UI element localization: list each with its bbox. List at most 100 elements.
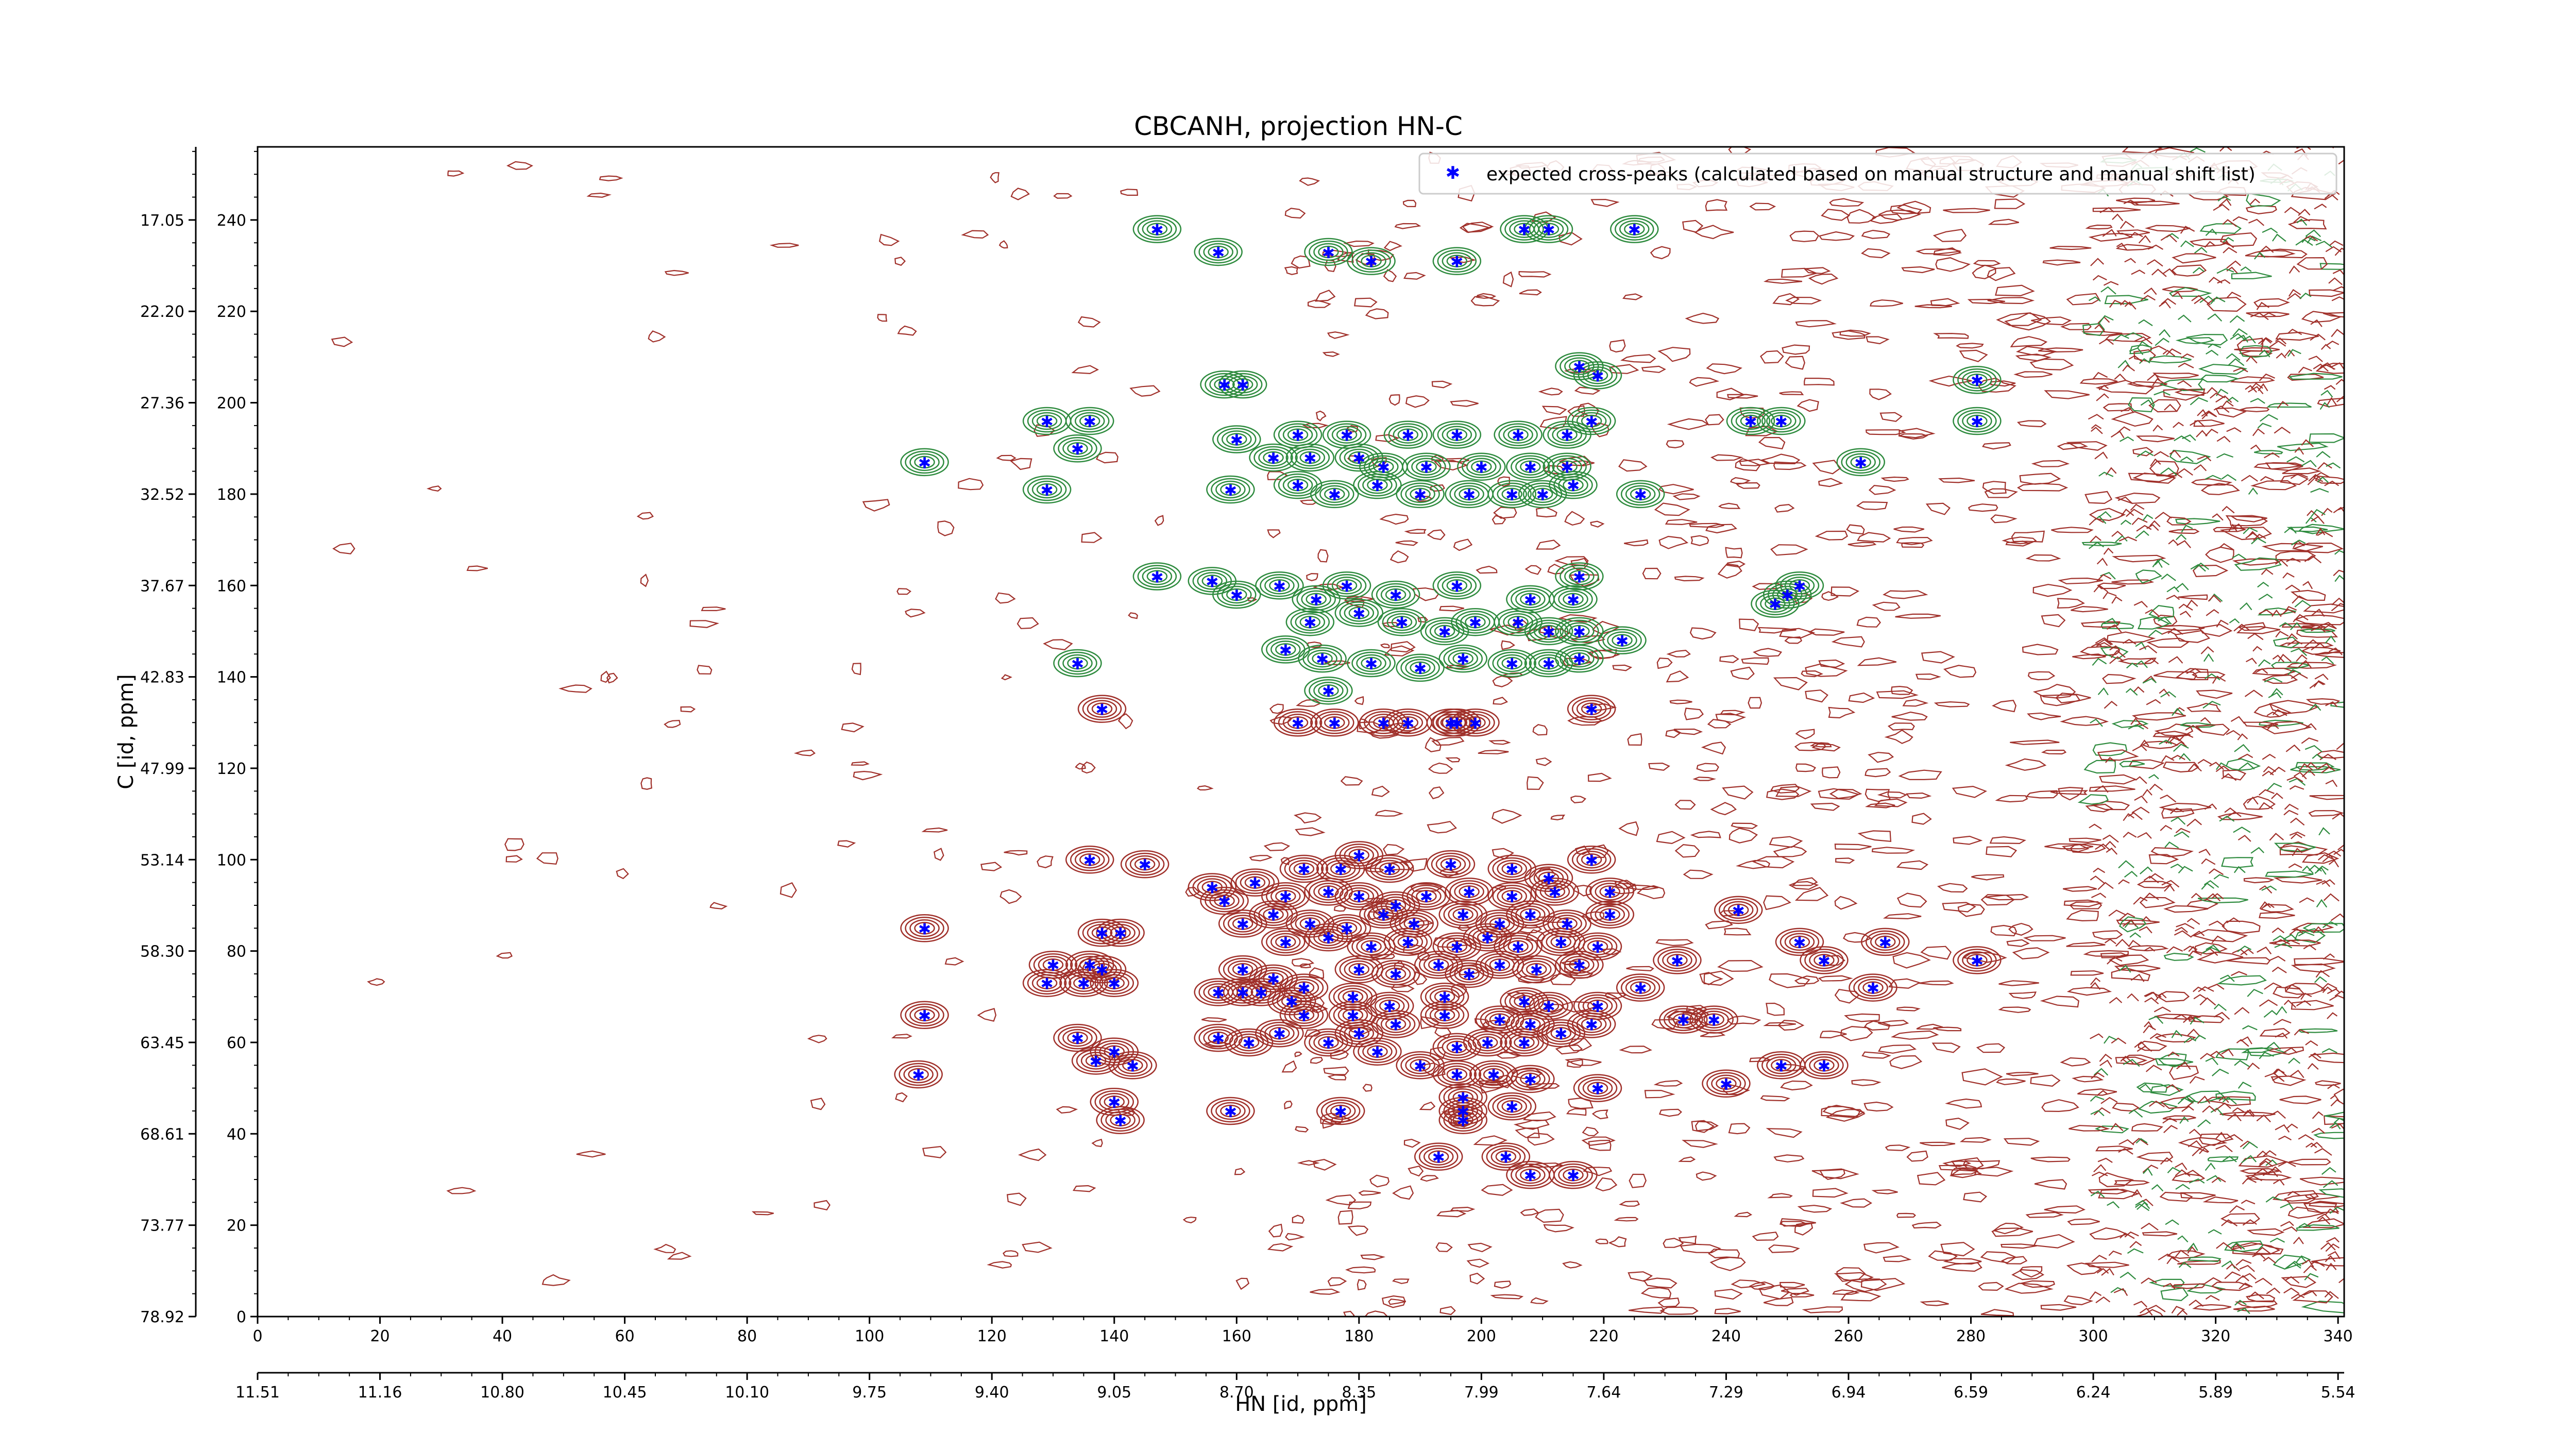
noise-contour xyxy=(2280,474,2309,485)
peak-contour xyxy=(1289,860,1319,878)
noise-contour xyxy=(1053,193,1073,199)
peak-contour xyxy=(1260,1021,1299,1045)
noise-contour xyxy=(2305,1040,2318,1047)
noise-contour xyxy=(2116,426,2131,434)
noise-contour xyxy=(2261,568,2274,575)
noise-contour xyxy=(2166,946,2183,954)
noise-contour xyxy=(1532,211,1556,224)
noise-contour xyxy=(1667,418,1709,430)
noise-contour xyxy=(1811,743,1841,752)
x-tick-label: 20 xyxy=(370,1327,389,1345)
peak-contour xyxy=(1232,986,1253,999)
noise-contour xyxy=(2208,595,2222,603)
peak-contour xyxy=(1578,1076,1618,1100)
noise-contour xyxy=(446,1187,477,1194)
noise-contour xyxy=(2044,1205,2086,1214)
noise-contour xyxy=(2136,435,2175,443)
noise-contour xyxy=(2160,795,2177,803)
noise-contour xyxy=(1987,267,2016,281)
peak-contour xyxy=(1454,485,1484,503)
noise-contour xyxy=(2196,430,2208,437)
peak-contour xyxy=(1595,905,1625,923)
noise-contour xyxy=(2228,524,2238,532)
noise-contour xyxy=(586,192,612,198)
noise-contour xyxy=(2268,692,2282,699)
noise-contour xyxy=(2010,739,2060,745)
noise-contour xyxy=(2217,195,2231,201)
peak-contour xyxy=(1553,587,1593,611)
expected-peak-marker: ✱ xyxy=(1818,952,1831,970)
peak-contour xyxy=(900,448,949,477)
noise-contour xyxy=(1828,706,1856,719)
noise-contour-layer xyxy=(331,147,2344,1317)
noise-contour xyxy=(2111,967,2151,981)
noise-contour xyxy=(2187,1256,2222,1262)
noise-contour xyxy=(2090,427,2103,434)
ppm-y-tick-label: 63.45 xyxy=(140,1034,184,1052)
noise-contour xyxy=(2316,451,2331,458)
noise-contour xyxy=(2109,997,2123,1004)
expected-peak-marker: ✱ xyxy=(1291,427,1304,445)
peak-contour xyxy=(1599,908,1621,921)
noise-contour xyxy=(1678,1235,1697,1244)
expected-peak-marker: ✱ xyxy=(1450,578,1463,596)
noise-contour xyxy=(1643,1277,1677,1289)
noise-contour xyxy=(2190,397,2208,406)
expected-peak-marker: ✱ xyxy=(1512,427,1524,445)
noise-contour xyxy=(2243,877,2275,884)
peak-contour xyxy=(1434,990,1455,1003)
noise-contour xyxy=(1834,989,1860,1004)
peak-contour xyxy=(1442,252,1472,270)
expected-peak-marker: ✱ xyxy=(1603,907,1616,925)
peak-contour xyxy=(1334,955,1384,984)
peak-contour xyxy=(1595,883,1625,901)
expected-peak-marker: ✱ xyxy=(1524,1167,1537,1185)
noise-contour xyxy=(2060,1057,2091,1067)
noise-contour xyxy=(2242,1177,2257,1185)
peak-contour xyxy=(1567,846,1616,874)
expected-peak-marker: ✱ xyxy=(1395,614,1408,632)
noise-contour xyxy=(1535,757,1552,766)
peak-contour xyxy=(1555,950,1604,979)
noise-contour xyxy=(2192,1148,2209,1156)
noise-contour xyxy=(2237,733,2248,740)
noise-contour xyxy=(2212,513,2224,521)
noise-contour xyxy=(2286,662,2337,669)
noise-contour xyxy=(2293,614,2309,622)
noise-contour xyxy=(2071,605,2108,613)
noise-contour xyxy=(2292,542,2344,553)
noise-contour xyxy=(2060,323,2092,330)
noise-contour xyxy=(1383,645,1415,656)
noise-contour xyxy=(1710,802,1737,816)
ppm-y-tick-label: 17.05 xyxy=(140,212,184,230)
noise-contour xyxy=(1567,1059,1583,1068)
noise-contour xyxy=(2146,259,2163,267)
noise-contour xyxy=(2178,594,2208,600)
expected-peak-marker: ✱ xyxy=(1505,655,1518,673)
y-tick-label: 100 xyxy=(217,851,246,869)
peak-contour xyxy=(1022,475,1072,504)
noise-contour xyxy=(1876,690,1919,699)
noise-contour xyxy=(1968,503,1998,512)
noise-contour xyxy=(1896,1006,1921,1012)
expected-peak-marker: ✱ xyxy=(1383,998,1396,1016)
peak-contour xyxy=(914,1008,935,1022)
expected-peak-marker: ✱ xyxy=(1542,624,1555,642)
noise-contour xyxy=(2154,1006,2171,1013)
noise-contour xyxy=(2150,847,2194,857)
noise-contour xyxy=(2229,618,2240,624)
noise-contour xyxy=(2259,901,2272,909)
noise-contour xyxy=(2164,403,2177,412)
noise-contour xyxy=(1821,955,1845,966)
peak-contour xyxy=(1411,458,1442,476)
noise-contour xyxy=(2093,1068,2109,1076)
noise-contour xyxy=(1564,511,1585,526)
peak-contour xyxy=(1315,482,1354,506)
peak-contour xyxy=(1780,574,1820,597)
noise-contour xyxy=(2090,977,2101,985)
noise-contour xyxy=(1323,1066,1349,1075)
noise-contour xyxy=(2027,712,2061,720)
peak-contour xyxy=(1192,875,1232,899)
expected-peak-marker: ✱ xyxy=(1456,1089,1469,1107)
expected-peak-marker: ✱ xyxy=(1334,861,1347,879)
